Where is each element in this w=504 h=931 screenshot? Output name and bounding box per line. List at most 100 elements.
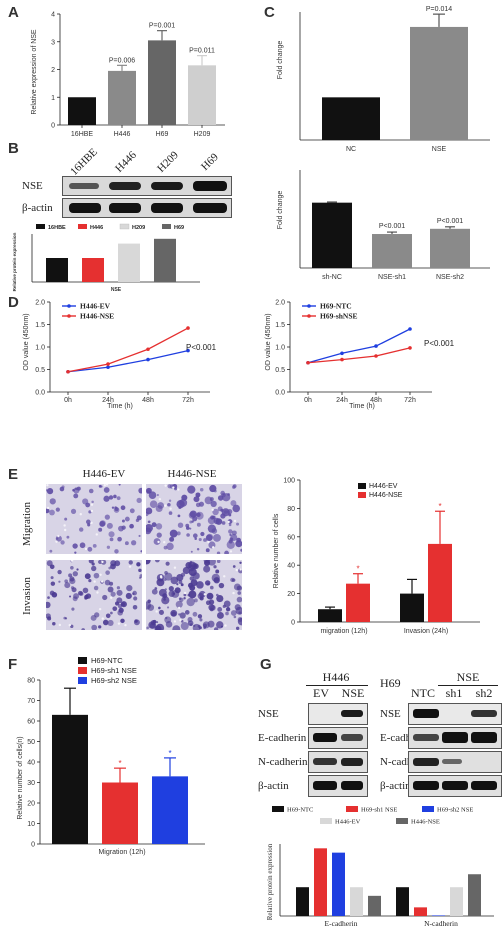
stained-cell [132, 604, 138, 610]
chart-f-ylabel: Relative number of cells(n) [17, 736, 24, 819]
stained-cell [220, 513, 226, 519]
band [341, 710, 363, 717]
stained-cell [49, 564, 55, 570]
x-tick-label: 0h [304, 397, 312, 404]
band [313, 758, 337, 765]
chart-b-quant: Relative protein expression 16HBE H446 H20… [12, 223, 200, 293]
stained-cell [129, 508, 135, 514]
x-tick-label: H209 [194, 131, 211, 138]
chart-g-quant: H69-NTC H69-sh1 NSE H69-sh2 NSE H446-EV H446… [266, 806, 494, 928]
chart-c-bottom-ylabel: Fold change [277, 191, 284, 230]
stained-cell [222, 493, 231, 502]
membrane-pore [233, 519, 237, 523]
band [193, 181, 227, 191]
stained-cell [236, 537, 241, 543]
legend-label: H69 [174, 225, 184, 231]
membrane-pore [101, 617, 104, 620]
y-tick-label: 30 [27, 780, 35, 787]
stained-cell [144, 524, 153, 533]
y-tick-label: 2.0 [275, 300, 285, 307]
membrane-pore [207, 540, 210, 544]
band [471, 710, 497, 717]
chart-c-bottom: Fold change sh-NC P<0.001 NSE-sh1 P<0.001 NS… [277, 170, 490, 281]
stained-cell [105, 570, 110, 575]
stained-cell [216, 559, 221, 564]
chart-a: Relative expression of NSE 0 1 2 3 4 16HBE P=… [31, 12, 225, 138]
stained-cell [179, 612, 186, 619]
blot-g-left-row-actin: β-actin [258, 780, 289, 792]
stained-cell [209, 484, 217, 493]
stained-cell [190, 573, 193, 576]
significance-star: * [356, 565, 359, 574]
x-tick-label: sh-NC [322, 274, 342, 281]
stained-cell [70, 508, 77, 514]
stained-cell [164, 572, 173, 581]
stained-cell [233, 615, 237, 619]
stained-cell [192, 572, 200, 580]
stained-cell [208, 604, 215, 611]
blot-g-right-strip-ecad [408, 727, 502, 749]
stained-cell [91, 562, 95, 566]
chart-b-quant-ylabel: Relative protein expression [12, 232, 17, 291]
stained-cell [237, 617, 243, 622]
legend-swatch [78, 677, 87, 684]
bar [322, 97, 380, 140]
stained-cell [205, 600, 211, 606]
y-tick-label: 0 [291, 620, 295, 627]
stained-cell [49, 509, 55, 516]
stained-cell [207, 620, 215, 628]
stained-cell [69, 577, 76, 585]
legend-label: H446-NSE [80, 312, 114, 321]
e-image-invasion-nse [142, 556, 246, 634]
stained-cell [174, 587, 181, 594]
y-tick-label: 0.5 [35, 367, 45, 374]
membrane-pore [157, 540, 160, 544]
series-line [67, 327, 189, 373]
stained-cell [213, 533, 221, 542]
band [341, 781, 363, 790]
band [413, 758, 439, 766]
stained-cell [209, 497, 214, 502]
legend-marker [67, 304, 71, 308]
stained-cell [177, 522, 184, 528]
stained-cell [147, 599, 151, 604]
stained-cell [114, 507, 119, 512]
stained-cell [194, 537, 197, 540]
x-tick-label: 72h [404, 397, 416, 404]
stained-cell [153, 538, 161, 545]
stained-cell [44, 601, 51, 609]
blot-b: 16HBE H446 H209 H69 NSE β-actin [22, 146, 252, 222]
x-tick-label: 24h [102, 397, 114, 404]
stained-cell [128, 560, 133, 565]
stained-cell [70, 566, 74, 570]
stained-cell [207, 582, 210, 586]
chart-d-left-ylabel: OD value (450nm) [23, 313, 30, 370]
membrane-pore [232, 591, 235, 595]
membrane-pore [223, 575, 226, 578]
stained-cell [196, 522, 201, 527]
band [151, 182, 183, 190]
stained-cell [203, 538, 207, 542]
blot-g-left-title: H446 [322, 670, 350, 684]
stained-cell [49, 590, 55, 596]
stained-cell [197, 592, 204, 600]
legend-label: H446-NSE [369, 492, 403, 499]
bar [350, 887, 363, 916]
data-point [306, 360, 310, 365]
stained-cell [216, 621, 224, 629]
stained-cell [49, 498, 56, 505]
panel-letter-a: A [8, 4, 19, 21]
chart-d-right-xlabel: Time (h) [349, 403, 375, 410]
stained-cell [146, 626, 149, 630]
blot-g-right-underline [438, 685, 498, 686]
blot-g-left-row-ncad: N-cadherin [258, 756, 308, 768]
data-point [340, 351, 344, 356]
data-point [408, 346, 412, 350]
stained-cell [206, 592, 214, 600]
stained-cell [82, 587, 89, 594]
blot-g-left-strip-ecad [308, 727, 368, 749]
membrane-pore [128, 565, 132, 568]
p-value: P=0.006 [109, 57, 135, 64]
stained-cell [187, 485, 196, 494]
legend-label: H209 [132, 225, 145, 231]
